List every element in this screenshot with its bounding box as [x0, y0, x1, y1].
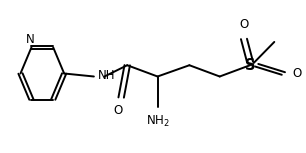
Text: O: O: [239, 18, 248, 31]
Text: NH$_2$: NH$_2$: [146, 114, 170, 129]
Text: O: O: [114, 104, 123, 117]
Text: S: S: [245, 58, 255, 73]
Text: N: N: [26, 33, 35, 46]
Text: O: O: [293, 67, 302, 80]
Text: NH: NH: [98, 69, 115, 82]
